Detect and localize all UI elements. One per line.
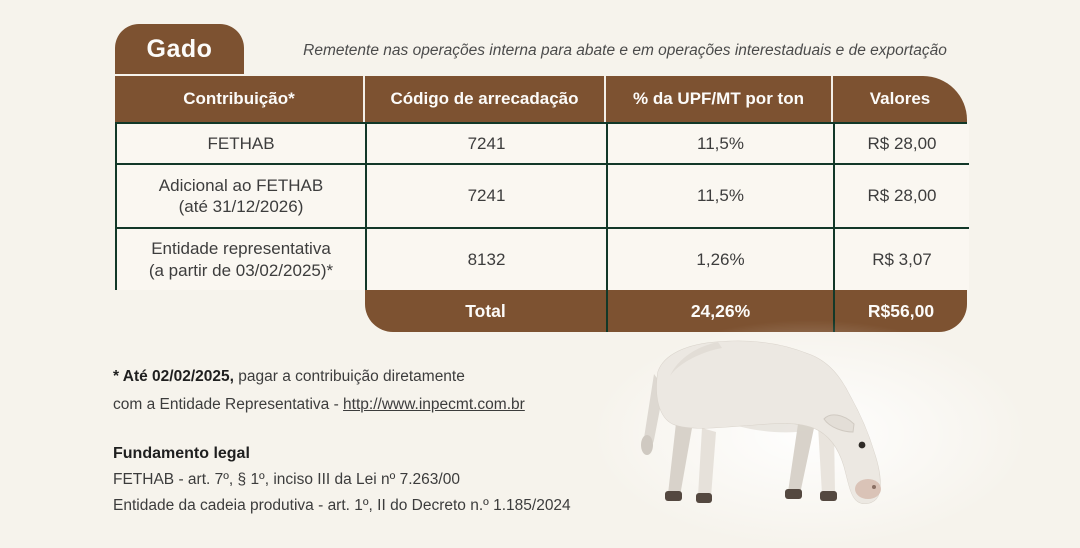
inpecmt-link[interactable]: http://www.inpecmt.com.br	[343, 396, 525, 413]
total-label: Total	[465, 300, 506, 321]
table-row-fethab-codigo: 7241	[367, 124, 608, 165]
column-header-contribuicao: Contribuição*	[115, 76, 365, 122]
legal-line1: FETHAB - art. 7º, § 1º, inciso III da Le…	[113, 471, 460, 488]
table-row-adicional-codigo: 7241	[367, 165, 608, 229]
row3-name-line1: Entidade representativa	[151, 239, 331, 259]
table-row-fethab-valor: R$ 28,00	[835, 124, 969, 165]
footnote-line2: com a Entidade Representativa - http://w…	[113, 396, 525, 414]
table-row-adicional-name: Adicional ao FETHAB (até 31/12/2026)	[117, 165, 367, 229]
table-row-entidade-valor: R$ 3,07	[835, 229, 969, 290]
footnote-bold-date: * Até 02/02/2025,	[113, 368, 234, 385]
table-row-adicional-percent: 11,5%	[608, 165, 835, 229]
gado-tab: Gado	[115, 24, 244, 74]
column-header-codigo: Código de arrecadação	[365, 76, 606, 122]
row2-name-line2: (até 31/12/2026)	[178, 197, 304, 216]
table-row-entidade-codigo: 8132	[367, 229, 608, 290]
footnote-line1: * Até 02/02/2025, pagar a contribuição d…	[113, 368, 465, 386]
footnote-text: pagar a contribuição diretamente	[233, 368, 465, 385]
table-header-row: Contribuição* Código de arrecadação % da…	[115, 76, 967, 122]
table-body: FETHAB 7241 11,5% R$ 28,00 Adicional ao …	[115, 122, 969, 290]
table-row-entidade-name: Entidade representativa (a partir de 03/…	[117, 229, 367, 290]
grazing-cow-image	[641, 340, 881, 504]
legal-line2: Entidade da cadeia produtiva - art. 1º, …	[113, 497, 571, 514]
total-valor: R$56,00	[833, 290, 967, 332]
table-row-fethab-name: FETHAB	[117, 124, 367, 165]
row1-name-line1: FETHAB	[207, 133, 275, 153]
table-row-entidade-percent: 1,26%	[608, 229, 835, 290]
table-row-adicional-valor: R$ 28,00	[835, 165, 969, 229]
column-header-valores: Valores	[869, 89, 931, 108]
gado-tab-label: Gado	[146, 34, 213, 63]
row3-name-line2: (a partir de 03/02/2025)*	[148, 260, 334, 280]
legal-title: Fundamento legal	[113, 445, 250, 462]
row2-name-line1: Adicional ao FETHAB	[158, 175, 324, 195]
table-row-fethab-percent: 11,5%	[608, 124, 835, 165]
total-percent: 24,26%	[606, 290, 833, 332]
footnote-line2-prefix: com a Entidade Representativa -	[113, 396, 344, 413]
column-header-percentual: % da UPF/MT por ton	[606, 76, 833, 122]
subtitle: Remetente nas operações interna para aba…	[303, 42, 947, 59]
